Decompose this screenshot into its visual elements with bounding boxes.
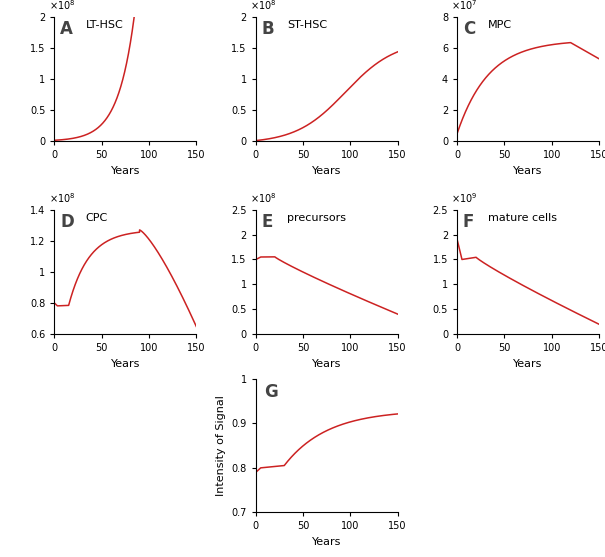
- X-axis label: Years: Years: [514, 359, 543, 369]
- X-axis label: Years: Years: [514, 166, 543, 176]
- Text: D: D: [60, 213, 74, 231]
- Y-axis label: Intensity of Signal: Intensity of Signal: [216, 395, 226, 496]
- Text: LT-HSC: LT-HSC: [86, 21, 123, 31]
- Text: precursors: precursors: [287, 213, 346, 223]
- Text: $\times 10^{9}$: $\times 10^{9}$: [451, 191, 478, 205]
- X-axis label: Years: Years: [312, 537, 341, 547]
- Text: F: F: [463, 213, 474, 231]
- Text: G: G: [264, 383, 278, 401]
- Text: $\times 10^{8}$: $\times 10^{8}$: [49, 0, 76, 12]
- Text: CPC: CPC: [86, 213, 108, 223]
- Text: $\times 10^{8}$: $\times 10^{8}$: [49, 191, 76, 205]
- Text: $\times 10^{8}$: $\times 10^{8}$: [250, 191, 276, 205]
- Text: C: C: [463, 21, 475, 38]
- Text: E: E: [261, 213, 273, 231]
- Text: ST-HSC: ST-HSC: [287, 21, 327, 31]
- X-axis label: Years: Years: [111, 359, 140, 369]
- Text: MPC: MPC: [488, 21, 512, 31]
- Text: $\times 10^{8}$: $\times 10^{8}$: [250, 0, 276, 12]
- Text: mature cells: mature cells: [488, 213, 557, 223]
- Text: B: B: [261, 21, 274, 38]
- X-axis label: Years: Years: [111, 166, 140, 176]
- Text: A: A: [60, 21, 73, 38]
- X-axis label: Years: Years: [312, 359, 341, 369]
- X-axis label: Years: Years: [312, 166, 341, 176]
- Text: $\times 10^{7}$: $\times 10^{7}$: [451, 0, 478, 12]
